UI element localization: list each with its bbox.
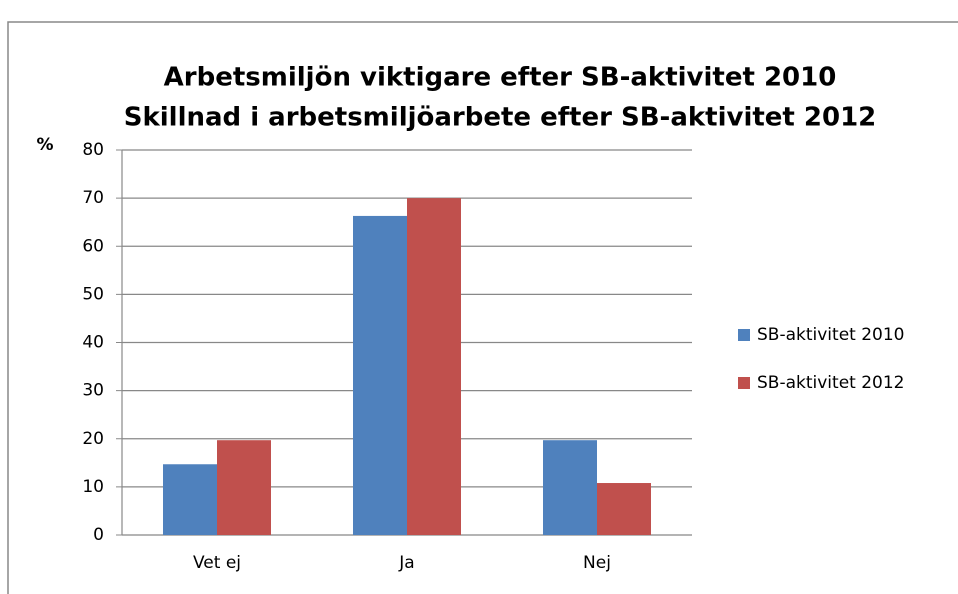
y-tick-label: 40 [82,333,104,353]
y-tick-label: 60 [82,236,104,256]
chart-border [7,21,958,594]
y-tick-label: 20 [82,429,104,449]
legend-label: SB-aktivitet 2012 [757,373,904,393]
y-tick-label: 80 [82,140,104,160]
y-tick-label: 10 [82,477,104,497]
x-tick-label: Vet ej [193,553,241,573]
y-tick-label: 30 [82,381,104,401]
y-tick-label: 0 [93,525,104,545]
bar [353,215,407,535]
x-tick-label: Ja [398,553,414,573]
bar [543,440,597,535]
chart-title: Skillnad i arbetsmiljöarbete efter SB-ak… [124,103,877,133]
y-tick-label: 50 [82,284,104,304]
y-axis-label: % [36,135,53,155]
bar [217,440,271,535]
bar [597,483,651,535]
chart-title: Arbetsmiljön viktigare efter SB-aktivite… [164,63,837,93]
legend-swatch [738,329,750,341]
x-tick-label: Nej [583,553,611,573]
legend-label: SB-aktivitet 2010 [757,325,904,345]
y-tick-label: 70 [82,188,104,208]
legend-swatch [738,377,750,389]
bar [163,464,217,535]
bar [407,198,461,535]
